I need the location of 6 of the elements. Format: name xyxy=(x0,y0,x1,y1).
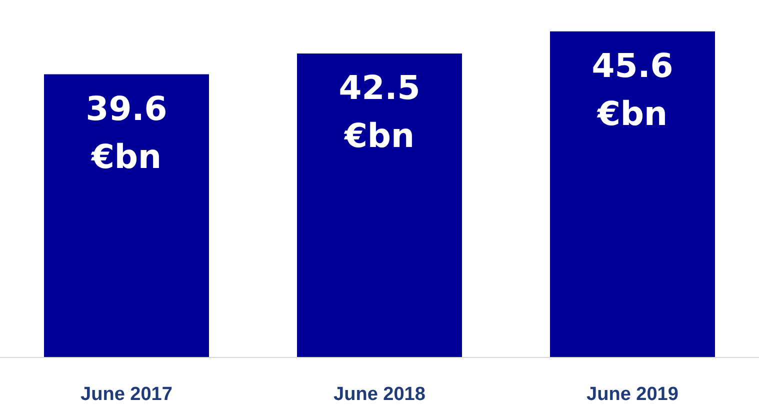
x-tick-label: June 2017 xyxy=(80,384,172,405)
x-tick-label: June 2019 xyxy=(586,384,678,405)
data-label: 39.6 €bn xyxy=(86,88,168,176)
data-label: 42.5 €bn xyxy=(338,68,420,156)
x-tick-label: June 2018 xyxy=(334,384,426,405)
data-label: 45.6 €bn xyxy=(592,46,674,133)
